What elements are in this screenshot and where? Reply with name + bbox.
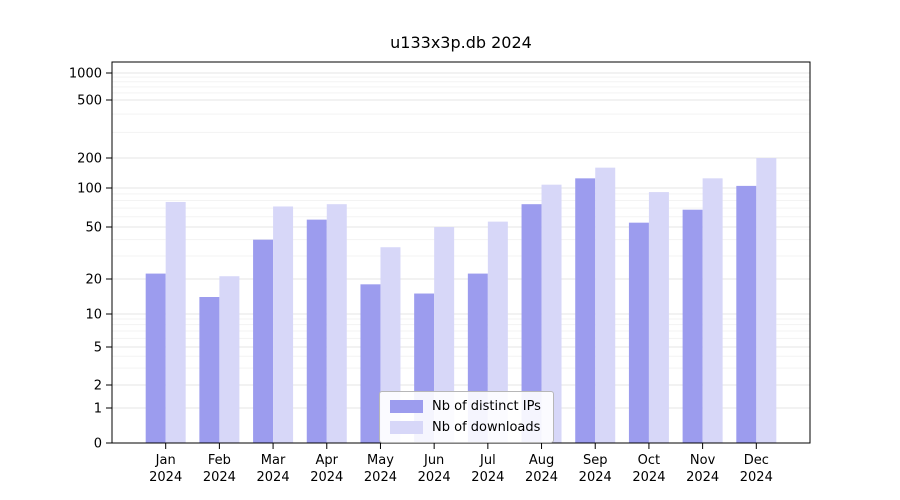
bar-downloads-oct — [648, 192, 669, 443]
legend-item-distinct-ips: Nb of distinct IPs — [390, 399, 541, 414]
legend-label-distinct-ips: Nb of distinct IPs — [432, 399, 541, 414]
x-tick-label-month: Aug — [529, 453, 554, 468]
legend-label-downloads: Nb of downloads — [432, 420, 541, 435]
y-tick-label: 50 — [85, 221, 102, 236]
bar-downloads-sep — [595, 167, 616, 443]
x-tick-label-year: 2024 — [632, 470, 665, 485]
bar-downloads-jan — [165, 201, 186, 443]
y-tick-label: 200 — [77, 152, 102, 167]
legend-swatch-downloads — [390, 421, 423, 434]
y-tick-label: 1000 — [69, 67, 102, 82]
x-tick-label-month: Feb — [208, 453, 231, 468]
y-tick-label: 100 — [77, 182, 102, 197]
bar-distinct-ips-jan — [145, 273, 166, 443]
y-tick-label: 20 — [85, 273, 102, 288]
bar-distinct-ips-aug — [521, 204, 542, 443]
bar-downloads-apr — [326, 204, 347, 443]
x-tick-label-year: 2024 — [364, 470, 397, 485]
plot-border — [111, 61, 811, 444]
bar-downloads-nov — [702, 178, 723, 443]
y-tick-label: 1 — [94, 402, 102, 417]
legend: Nb of distinct IPs Nb of downloads — [379, 391, 554, 443]
bar-downloads-dec — [756, 158, 777, 443]
x-tick-label-year: 2024 — [686, 470, 719, 485]
bar-downloads-jul — [487, 221, 508, 443]
bar-downloads-feb — [219, 276, 240, 443]
y-tick-label: 2 — [94, 379, 102, 394]
bar-distinct-ips-mar — [253, 239, 274, 443]
x-tick-label-month: Nov — [690, 453, 716, 468]
x-tick-label-month: Oct — [638, 453, 660, 468]
x-tick-label-month: Jul — [479, 453, 496, 468]
y-tick-label: 10 — [85, 308, 102, 323]
bar-distinct-ips-sep — [575, 178, 596, 443]
bar-distinct-ips-nov — [682, 209, 703, 443]
x-tick-label-year: 2024 — [257, 470, 290, 485]
y-tick-label: 5 — [94, 341, 102, 356]
x-tick-label-month: Mar — [261, 453, 286, 468]
bar-downloads-aug — [541, 184, 562, 443]
x-tick-label-year: 2024 — [471, 470, 504, 485]
x-tick-label-year: 2024 — [418, 470, 451, 485]
x-tick-label-month: Sep — [583, 453, 608, 468]
x-tick-label-year: 2024 — [149, 470, 182, 485]
legend-item-downloads: Nb of downloads — [390, 420, 541, 435]
x-tick-label-month: Apr — [316, 453, 339, 468]
bar-distinct-ips-may — [360, 284, 381, 443]
y-tick-label: 500 — [77, 94, 102, 109]
y-tick-label: 0 — [94, 437, 102, 452]
x-tick-label-year: 2024 — [310, 470, 343, 485]
chart-title: u133x3p.db 2024 — [390, 33, 532, 52]
bar-downloads-jun — [434, 227, 455, 443]
x-tick-label-year: 2024 — [203, 470, 236, 485]
bar-distinct-ips-feb — [199, 297, 220, 443]
bar-distinct-ips-dec — [736, 185, 757, 444]
x-tick-label-month: Jun — [423, 453, 444, 468]
x-tick-label-month: Jan — [155, 453, 176, 468]
x-tick-label-year: 2024 — [740, 470, 773, 485]
x-tick-label-year: 2024 — [579, 470, 612, 485]
bar-downloads-mar — [273, 206, 294, 443]
x-tick-label-year: 2024 — [525, 470, 558, 485]
bar-distinct-ips-oct — [628, 222, 649, 443]
x-tick-label-month: May — [367, 453, 394, 468]
legend-swatch-distinct-ips — [390, 400, 423, 413]
bar-distinct-ips-apr — [306, 219, 327, 443]
x-tick-label-month: Dec — [744, 453, 769, 468]
